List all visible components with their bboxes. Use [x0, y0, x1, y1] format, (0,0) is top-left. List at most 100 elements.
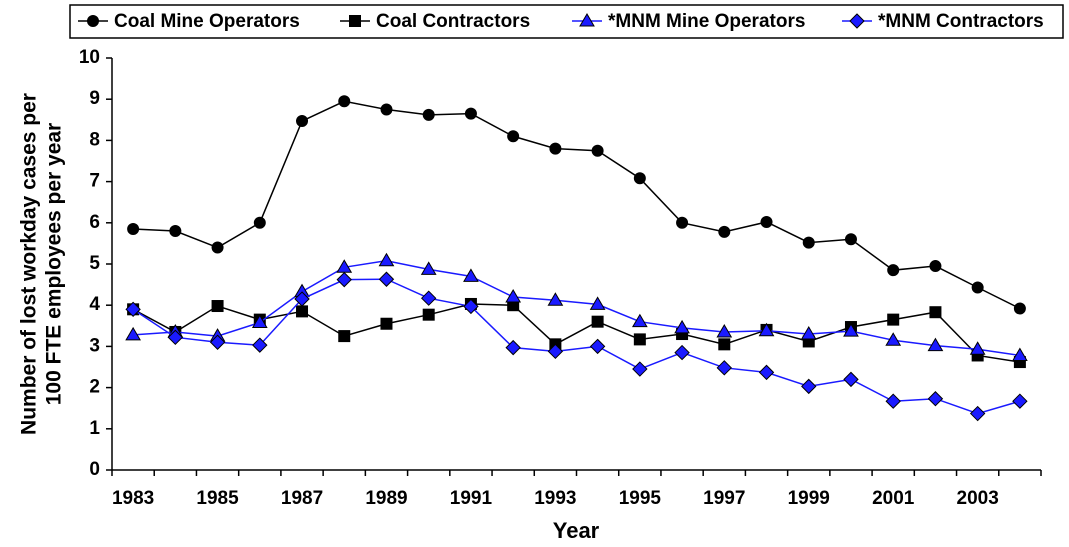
marker — [758, 364, 775, 381]
marker — [422, 308, 435, 321]
x-tick-label: 1987 — [281, 488, 323, 509]
marker — [338, 330, 351, 343]
marker — [716, 360, 733, 376]
marker — [296, 115, 309, 128]
x-tick-label: 2001 — [872, 488, 915, 509]
legend-label: Coal Mine Operators — [114, 11, 300, 32]
marker — [378, 271, 395, 287]
marker — [631, 313, 648, 328]
legend-label: *MNM Contractors — [878, 11, 1044, 32]
marker — [251, 314, 268, 329]
marker — [927, 337, 944, 352]
x-tick-label: 1983 — [112, 488, 154, 509]
marker — [505, 288, 522, 303]
x-tick-label: 1999 — [788, 488, 830, 509]
marker — [633, 172, 646, 185]
marker — [760, 215, 773, 228]
marker — [505, 339, 521, 356]
y-tick-label: 4 — [89, 294, 100, 315]
x-tick-label: 1989 — [365, 488, 407, 509]
y-tick-label: 8 — [89, 129, 100, 150]
y-tick-label: 2 — [89, 377, 100, 398]
marker — [349, 15, 361, 27]
marker — [422, 108, 435, 121]
marker — [843, 371, 859, 388]
marker — [380, 103, 393, 116]
marker — [420, 290, 437, 306]
x-tick-label: 1995 — [619, 488, 662, 509]
marker — [676, 216, 689, 229]
marker — [507, 130, 520, 143]
marker — [887, 264, 900, 277]
marker — [885, 393, 901, 409]
marker — [589, 338, 606, 355]
marker — [843, 323, 859, 337]
marker — [127, 222, 140, 235]
marker — [849, 13, 865, 29]
marker — [844, 233, 857, 246]
marker — [887, 313, 900, 326]
marker — [927, 391, 944, 407]
y-tick-label: 9 — [89, 88, 100, 109]
marker — [167, 329, 184, 346]
y-axis-title-line: 100 FTE employees per year — [43, 123, 66, 406]
series-line — [133, 100, 1021, 310]
marker — [211, 300, 224, 313]
marker — [253, 216, 266, 229]
marker — [718, 225, 731, 238]
marker — [929, 260, 942, 273]
marker — [969, 341, 986, 355]
marker — [718, 338, 731, 351]
series-line — [133, 259, 1020, 357]
marker — [885, 332, 902, 346]
series-line — [132, 278, 1021, 415]
marker — [589, 296, 606, 310]
y-tick-label: 0 — [89, 459, 100, 480]
marker — [547, 292, 564, 306]
marker — [969, 405, 986, 422]
x-tick-label: 1985 — [196, 488, 239, 509]
marker — [801, 378, 817, 395]
y-tick-label: 5 — [89, 253, 100, 274]
marker — [632, 361, 648, 377]
legend-label: *MNM Mine Operators — [608, 11, 805, 32]
x-tick-label: 1997 — [703, 488, 745, 509]
marker — [591, 315, 604, 328]
marker — [716, 323, 733, 338]
legend-label: Coal Contractors — [376, 11, 530, 32]
marker — [87, 15, 99, 27]
marker — [464, 107, 477, 120]
x-tick-label: 1993 — [534, 488, 576, 509]
marker — [802, 236, 815, 249]
marker — [1013, 302, 1026, 315]
y-axis-title-line: Number of lost workday cases per — [18, 93, 41, 435]
marker — [758, 322, 775, 337]
marker — [125, 326, 141, 341]
marker — [549, 142, 562, 155]
marker — [420, 261, 437, 275]
marker — [463, 268, 479, 282]
marker — [674, 319, 690, 334]
y-tick-label: 3 — [89, 335, 100, 356]
marker — [338, 95, 351, 108]
y-axis-title: Number of lost workday cases per 100 FTE… — [18, 93, 66, 435]
marker — [591, 144, 604, 157]
marker — [209, 334, 226, 350]
legend-box — [69, 4, 1064, 39]
marker — [125, 301, 141, 318]
marker — [547, 343, 564, 360]
x-tick-label: 2003 — [957, 488, 999, 509]
marker — [169, 225, 182, 238]
x-axis-title: Year — [553, 518, 600, 543]
marker — [296, 305, 309, 318]
marker — [211, 241, 224, 254]
y-tick-label: 10 — [79, 47, 100, 68]
y-tick-label: 7 — [89, 171, 100, 192]
y-tick-label: 1 — [89, 418, 100, 439]
x-tick-label: 1991 — [450, 488, 493, 509]
marker — [579, 13, 595, 27]
marker — [1012, 393, 1028, 409]
marker — [336, 271, 352, 288]
marker — [380, 317, 393, 330]
marker — [633, 333, 646, 346]
